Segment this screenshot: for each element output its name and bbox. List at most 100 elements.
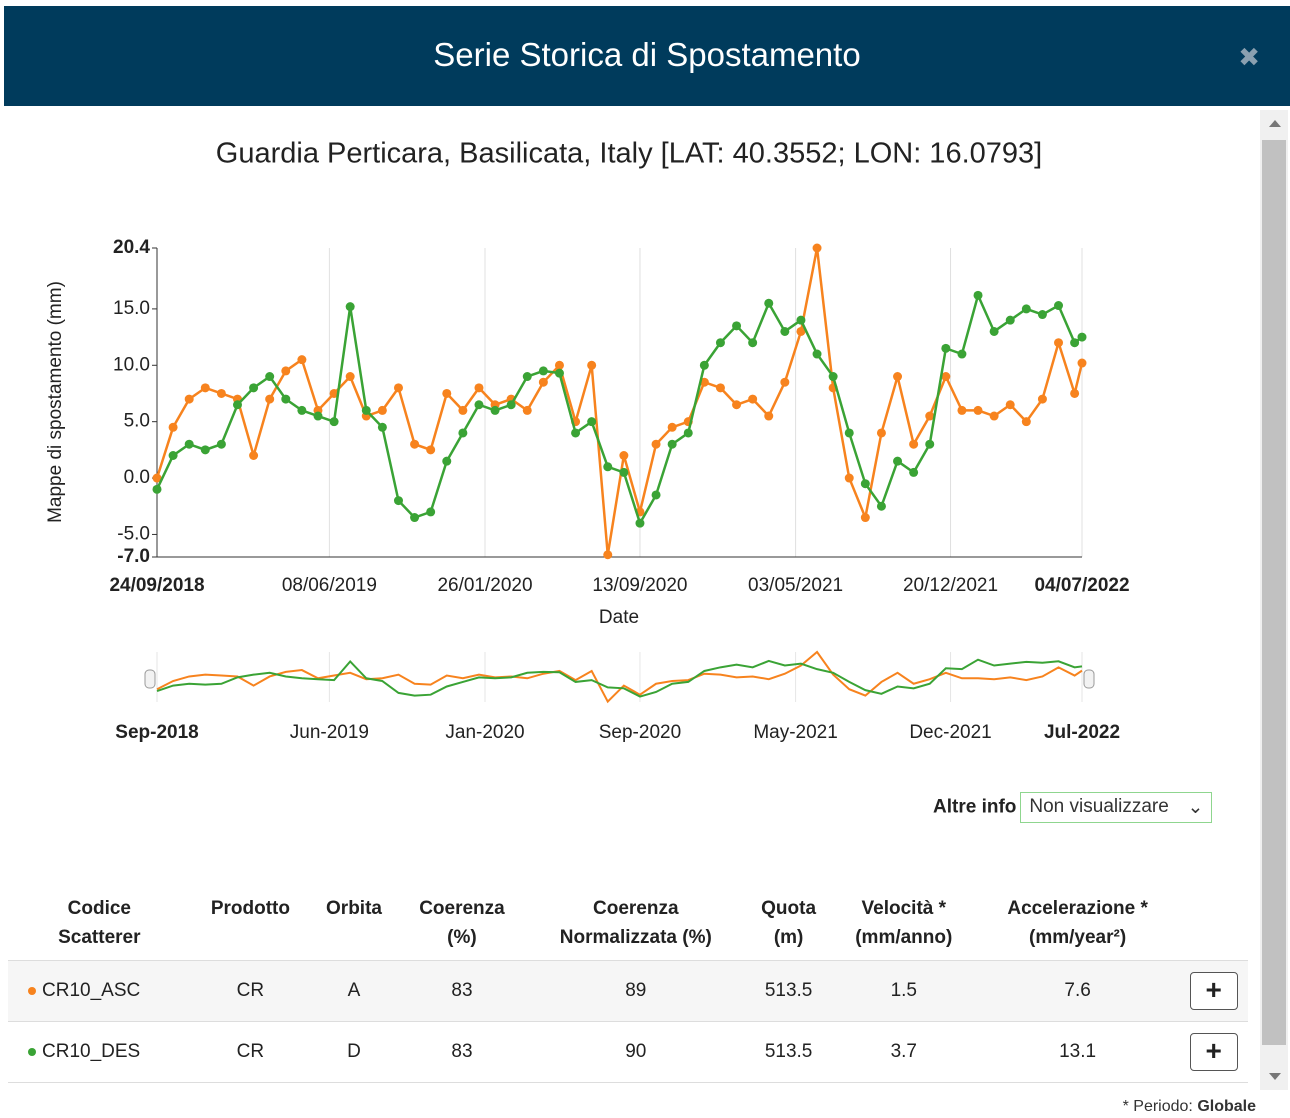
data-point <box>232 400 242 410</box>
cell-text: 13.1 <box>1059 1041 1097 1062</box>
cell-text: 513.5 <box>764 980 813 1001</box>
data-point <box>957 405 967 415</box>
footnote: * Periodo: Globale <box>1123 1098 1256 1116</box>
navigator-handle[interactable] <box>1083 669 1095 689</box>
data-point <box>393 383 403 393</box>
table-cell: + <box>1179 960 1248 1022</box>
data-point <box>732 400 742 410</box>
data-point <box>860 513 870 523</box>
data-point <box>281 394 291 404</box>
table: Codice Scatterer Prodotto Orbita Coerenza (%)… <box>8 890 1248 1083</box>
data-point <box>1037 310 1047 320</box>
x-tick-label: 08/06/2019 <box>282 575 377 596</box>
y-tick-label: 0.0 <box>124 467 150 488</box>
x-axis-label: Date <box>599 607 639 628</box>
data-point <box>184 439 194 449</box>
data-point <box>667 422 677 432</box>
data-point <box>651 439 661 449</box>
data-point <box>812 349 822 359</box>
cell-text: 1.5 <box>890 980 917 1001</box>
data-point <box>249 451 259 461</box>
navigator-tick-label: Jun-2019 <box>290 722 369 743</box>
data-point <box>1070 338 1080 348</box>
data-point <box>554 360 564 370</box>
navigator-tick-label: Jan-2020 <box>445 722 524 743</box>
legend-dot <box>28 1047 36 1056</box>
table-cell: 83 <box>397 960 527 1022</box>
data-point <box>796 326 806 336</box>
expand-button[interactable]: + <box>1189 1033 1238 1071</box>
table-cell: A <box>310 960 398 1022</box>
table-cell: 83 <box>397 1021 527 1083</box>
scroll-thumb[interactable] <box>1262 140 1286 1045</box>
header-line: (mm/year²) <box>1029 927 1127 948</box>
data-point <box>458 428 468 438</box>
data-point <box>925 411 935 421</box>
data-point <box>828 372 838 382</box>
data-point <box>619 451 629 461</box>
cell-text: 90 <box>625 1041 647 1062</box>
data-point <box>152 473 162 483</box>
data-point <box>667 439 677 449</box>
data-point <box>957 349 967 359</box>
navigator-tick-label: Sep-2020 <box>599 722 681 743</box>
table-cell: + <box>1179 1021 1248 1083</box>
column-header: Velocità * (mm/anno) <box>832 890 976 961</box>
close-button[interactable]: ✖ <box>1238 42 1260 72</box>
y-tick-label: 15.0 <box>113 298 150 319</box>
navigator-handle[interactable] <box>144 669 156 689</box>
data-point <box>249 383 259 393</box>
data-point <box>1021 417 1031 427</box>
data-point <box>683 428 693 438</box>
table-cell: 7.6 <box>975 960 1180 1022</box>
data-point <box>780 326 790 336</box>
table-cell: 13.1 <box>975 1021 1180 1083</box>
cell-text: CR <box>236 1041 265 1062</box>
data-point <box>506 400 516 410</box>
control-label: Altre info <box>933 796 1017 818</box>
table-cell: 513.5 <box>745 960 832 1022</box>
chart: Guardia Perticara, Basilicata, Italy [LA… <box>45 138 1130 743</box>
data-point <box>1037 394 1047 404</box>
cell-text: 3.7 <box>890 1041 917 1062</box>
expand-button[interactable]: + <box>1189 972 1238 1010</box>
header-line: (mm/anno) <box>855 927 953 948</box>
table-cell: CR <box>190 960 311 1022</box>
scrollbar[interactable] <box>1260 110 1288 1090</box>
x-tick-label: 20/12/2021 <box>903 575 998 596</box>
scroll-up[interactable] <box>1269 120 1281 127</box>
header-line: Scatterer <box>58 927 141 948</box>
data-point <box>265 372 275 382</box>
table-cell: 90 <box>526 1021 746 1083</box>
data-point <box>619 467 629 477</box>
column-header: Coerenza Normalizzata (%) <box>526 890 745 961</box>
cell-text: 513.5 <box>764 1041 813 1062</box>
column-header: Prodotto <box>191 890 311 961</box>
cell-text: CR <box>236 980 265 1001</box>
chart-title: Guardia Perticara, Basilicata, Italy [LA… <box>216 138 1042 170</box>
table-cell: 513.5 <box>745 1021 832 1083</box>
data-point <box>571 428 581 438</box>
navigator-tick-label: Sep-2018 <box>115 722 198 743</box>
data-point <box>538 366 548 376</box>
data-point <box>1005 315 1015 325</box>
data-point <box>748 394 758 404</box>
y-tick-label: 5.0 <box>124 411 150 432</box>
data-point <box>410 439 420 449</box>
data-point <box>1054 338 1064 348</box>
data-point <box>1005 400 1015 410</box>
column-header: Orbita <box>310 890 398 961</box>
select[interactable]: Non visualizzare ⌄ <box>1020 792 1213 823</box>
table-cell: 89 <box>526 960 746 1022</box>
data-point <box>538 377 548 387</box>
data-point <box>812 243 822 253</box>
x-tick-label: 26/01/2020 <box>437 575 532 596</box>
data-point <box>587 417 597 427</box>
data-point <box>1070 388 1080 398</box>
data-point <box>152 484 162 494</box>
scroll-down[interactable] <box>1269 1073 1281 1080</box>
header-line: Coerenza <box>593 898 679 919</box>
data-point <box>941 372 951 382</box>
data-point <box>860 479 870 489</box>
